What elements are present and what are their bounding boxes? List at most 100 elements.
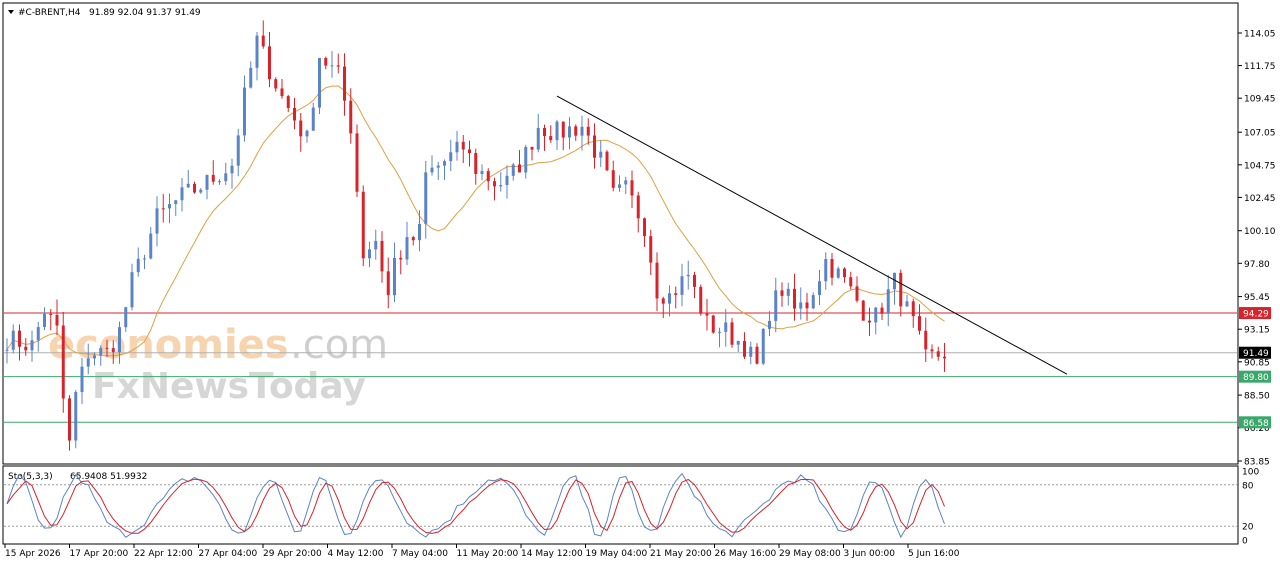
candle-body — [899, 272, 903, 307]
candle — [143, 254, 146, 270]
candle-body — [593, 135, 596, 158]
candle-body — [799, 302, 803, 309]
candle-body — [186, 183, 190, 188]
stoch-signal-line — [6, 478, 945, 534]
candle-body — [336, 65, 340, 67]
candle — [418, 210, 421, 252]
candle — [643, 217, 646, 247]
candle — [518, 150, 521, 173]
candle — [724, 308, 728, 347]
candle — [368, 241, 371, 268]
candle — [843, 267, 846, 283]
ohlc-readout: 91.89 92.04 91.37 91.49 — [89, 8, 201, 18]
candle-body — [905, 301, 909, 307]
candle — [630, 170, 634, 209]
time-axis[interactable]: 15 Apr 2026 17 Apr 20:00 22 Apr 12:00 27 Ap… — [4, 544, 960, 559]
candle — [299, 113, 303, 152]
candle — [599, 140, 603, 167]
candle — [230, 158, 234, 189]
candle-body — [293, 107, 296, 121]
candle-body — [224, 173, 228, 182]
candle-body — [774, 290, 778, 321]
candle — [468, 140, 471, 167]
price-axis[interactable]: 114.05 111.75 109.45 107.05 104.75 102.45 100.… — [1238, 30, 1276, 468]
stoch-tick-label: 0 — [1242, 537, 1248, 547]
candle-body — [686, 274, 690, 277]
candle — [624, 176, 628, 195]
candle — [899, 269, 903, 317]
candle-body — [93, 355, 96, 359]
candle-body — [130, 272, 134, 308]
x-tick-label: 29 May 08:00 — [779, 549, 841, 559]
x-tick-label: 29 Apr 20:00 — [263, 549, 322, 559]
candle-body — [199, 189, 203, 193]
candle-body — [743, 341, 746, 357]
candles — [5, 20, 946, 451]
candle — [924, 317, 928, 363]
candle — [499, 172, 503, 192]
candle-body — [30, 340, 34, 351]
candle — [5, 338, 9, 364]
candle — [268, 31, 271, 88]
candle-body — [674, 293, 678, 295]
candle-body — [74, 392, 78, 441]
level-tag-support — [1239, 416, 1271, 429]
candle-body — [324, 58, 328, 66]
candle-body — [124, 307, 128, 328]
y-tick-label: 109.45 — [1244, 95, 1276, 105]
y-tick-label: 104.75 — [1244, 161, 1276, 171]
candle-body — [811, 295, 815, 309]
stoch-tick-label: 80 — [1242, 481, 1254, 491]
candle-body — [374, 240, 378, 250]
candle-body — [361, 191, 365, 259]
candle — [99, 345, 103, 366]
candle-body — [161, 208, 165, 210]
candle-body — [586, 126, 590, 136]
collapse-arrow-icon[interactable] — [8, 10, 14, 14]
candle-body — [805, 302, 809, 309]
candle — [749, 341, 753, 365]
candle-body — [211, 174, 215, 182]
candle-body — [349, 100, 353, 134]
y-tick-label: 111.75 — [1244, 62, 1276, 72]
candle — [818, 269, 821, 306]
candle-body — [661, 298, 665, 304]
candle — [449, 139, 453, 172]
candle-body — [299, 120, 303, 137]
candle — [11, 324, 15, 354]
candle — [461, 134, 465, 164]
candle — [161, 194, 165, 223]
candle — [224, 162, 228, 185]
candle — [305, 129, 309, 143]
candle-body — [668, 293, 671, 304]
candle — [443, 159, 446, 180]
candle — [105, 339, 109, 357]
candle-body — [61, 325, 65, 399]
candle-body — [355, 133, 359, 192]
candle — [124, 306, 128, 332]
candle — [555, 119, 559, 150]
candle-body — [711, 315, 715, 333]
candle-body — [405, 237, 409, 260]
candle-body — [449, 152, 453, 162]
x-tick-label: 17 Apr 20:00 — [70, 549, 129, 559]
candle-body — [318, 58, 321, 108]
stochastic-axis: 100 80 20 0 — [1242, 468, 1259, 547]
stoch-main-line — [6, 472, 945, 539]
candle-body — [68, 398, 71, 441]
candle — [661, 296, 665, 318]
candle — [693, 271, 696, 299]
y-tick-label: 88.50 — [1244, 392, 1270, 402]
y-tick-label: 114.05 — [1244, 30, 1276, 40]
candle-body — [886, 289, 890, 314]
y-tick-label: 107.05 — [1244, 129, 1276, 139]
candle-body — [699, 286, 703, 314]
candle — [118, 321, 121, 364]
candle — [655, 252, 659, 311]
candle — [605, 150, 609, 171]
candle — [55, 299, 59, 336]
candle — [799, 287, 803, 320]
trendline[interactable] — [556, 95, 1068, 375]
candle — [855, 276, 859, 303]
